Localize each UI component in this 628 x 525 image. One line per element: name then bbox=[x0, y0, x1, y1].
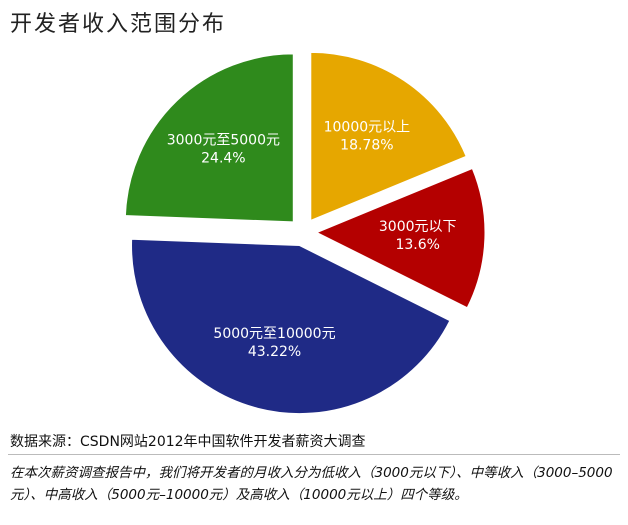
chart-title: 开发者收入范围分布 bbox=[10, 12, 227, 37]
slice-label: 3000元以下 bbox=[379, 219, 457, 235]
pie-slice bbox=[315, 167, 486, 309]
source-note: 数据来源：CSDN网站2012年中国软件开发者薪资大调查 bbox=[10, 434, 366, 450]
pie-slice bbox=[124, 53, 294, 223]
slice-value-label: 18.78% bbox=[340, 138, 393, 154]
slice-value-label: 13.6% bbox=[395, 237, 439, 253]
slice-label: 3000元至5000元 bbox=[167, 132, 280, 148]
divider bbox=[8, 454, 620, 455]
slice-value-label: 43.22% bbox=[248, 344, 301, 360]
slice-label: 10000元以上 bbox=[324, 120, 411, 136]
pie-slice bbox=[310, 51, 467, 222]
caption: 在本次薪资调查报告中，我们将开发者的月收入分为低收入（3000元以下）、中等收入… bbox=[10, 465, 613, 503]
slice-label: 5000元至10000元 bbox=[213, 326, 335, 342]
pie-slice bbox=[131, 238, 451, 414]
slice-value-label: 24.4% bbox=[201, 150, 245, 166]
chart: 10000元以上 18.78% 3000元以下 13.6% 5000元至10000元 43… bbox=[124, 51, 486, 414]
